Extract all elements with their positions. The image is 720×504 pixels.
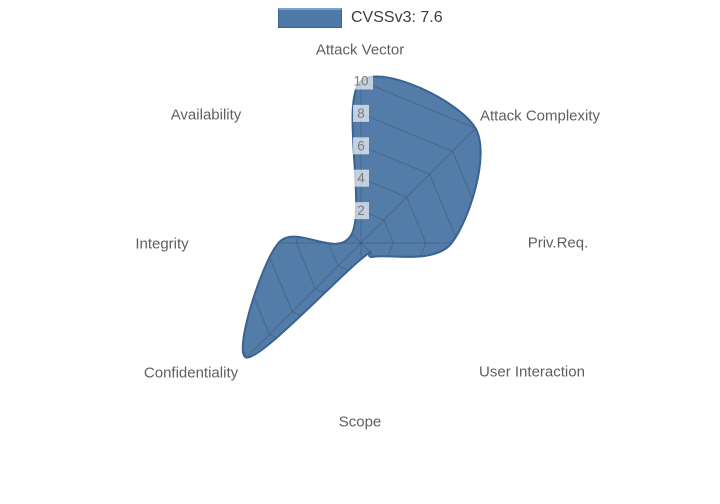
radial-tick-labels: 10 8 6 4 2	[349, 72, 373, 220]
legend[interactable]: CVSSv3: 7.6	[278, 8, 443, 28]
tick-label: 4	[357, 171, 365, 186]
legend-swatch-icon	[278, 8, 342, 28]
tick-label-box	[353, 104, 369, 122]
cvss-trace-outline	[241, 75, 482, 359]
axis-label-attack-vector: Attack Vector	[315, 41, 405, 59]
axis-label-user-interaction: User Interaction	[479, 363, 585, 381]
tick-label-box	[353, 202, 369, 220]
tick-label: 10	[353, 74, 368, 89]
legend-label: CVSSv3: 7.6	[351, 9, 443, 26]
axis-label-availability: Availability	[170, 106, 242, 124]
radial-grid	[242, 80, 481, 358]
axis-label-priv-req: Priv.Req.	[527, 234, 589, 252]
axis-label-integrity: Integrity	[135, 235, 189, 253]
tick-label-box	[353, 169, 369, 187]
tick-label-box	[353, 137, 369, 155]
tick-label: 6	[357, 138, 365, 153]
axis-label-scope: Scope	[338, 413, 382, 431]
tick-label: 2	[357, 203, 365, 218]
axis-label-confidentiality: Confidentiality	[143, 364, 239, 382]
axis-label-attack-complexity: Attack Complexity	[479, 107, 601, 125]
tick-label: 8	[357, 106, 365, 121]
tick-label-box	[349, 72, 373, 90]
